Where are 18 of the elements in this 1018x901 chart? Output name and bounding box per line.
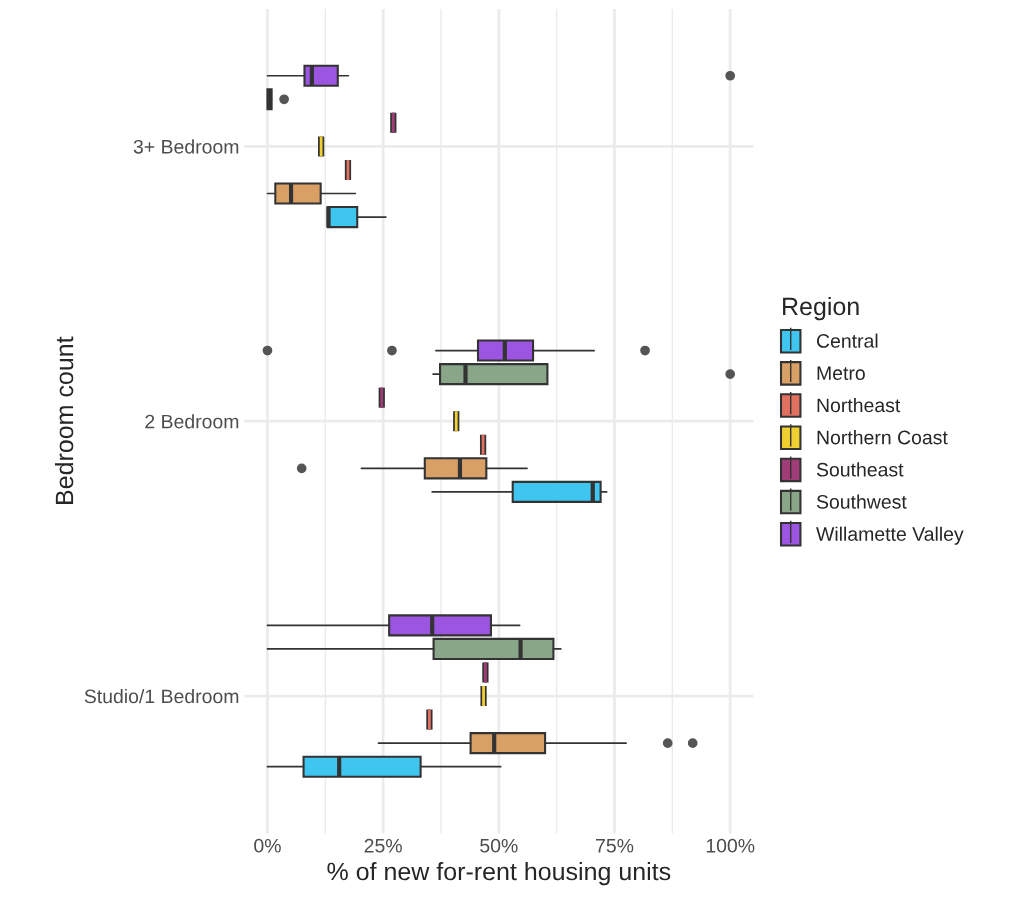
legend-label: Central	[816, 333, 878, 348]
legend-label: Northeast	[817, 397, 901, 413]
legend-label: Southwest	[816, 494, 907, 509]
x-axis-title: % of new for-rent housing units	[327, 861, 671, 886]
x-tick-label: 0%	[254, 838, 281, 853]
legend-label: Southeast	[816, 462, 904, 477]
x-tick-label: 50%	[480, 838, 518, 853]
x-tick-label: 75%	[596, 838, 634, 853]
y-tick-label: 3+ Bedroom	[133, 139, 239, 154]
y-tick-label: 2 Bedroom	[145, 414, 239, 429]
x-tick-label: 100%	[706, 838, 755, 853]
legend-title: Region	[783, 296, 859, 321]
legend-label: Metro	[817, 366, 865, 381]
y-tick-label: Studio/1 Bedroom	[84, 688, 239, 704]
y-axis-title: Bedroom count	[54, 336, 74, 504]
legend-label: Northern Coast	[817, 430, 948, 445]
x-tick-label: 25%	[364, 838, 402, 853]
legend-label: Willamette Valley	[816, 526, 964, 545]
